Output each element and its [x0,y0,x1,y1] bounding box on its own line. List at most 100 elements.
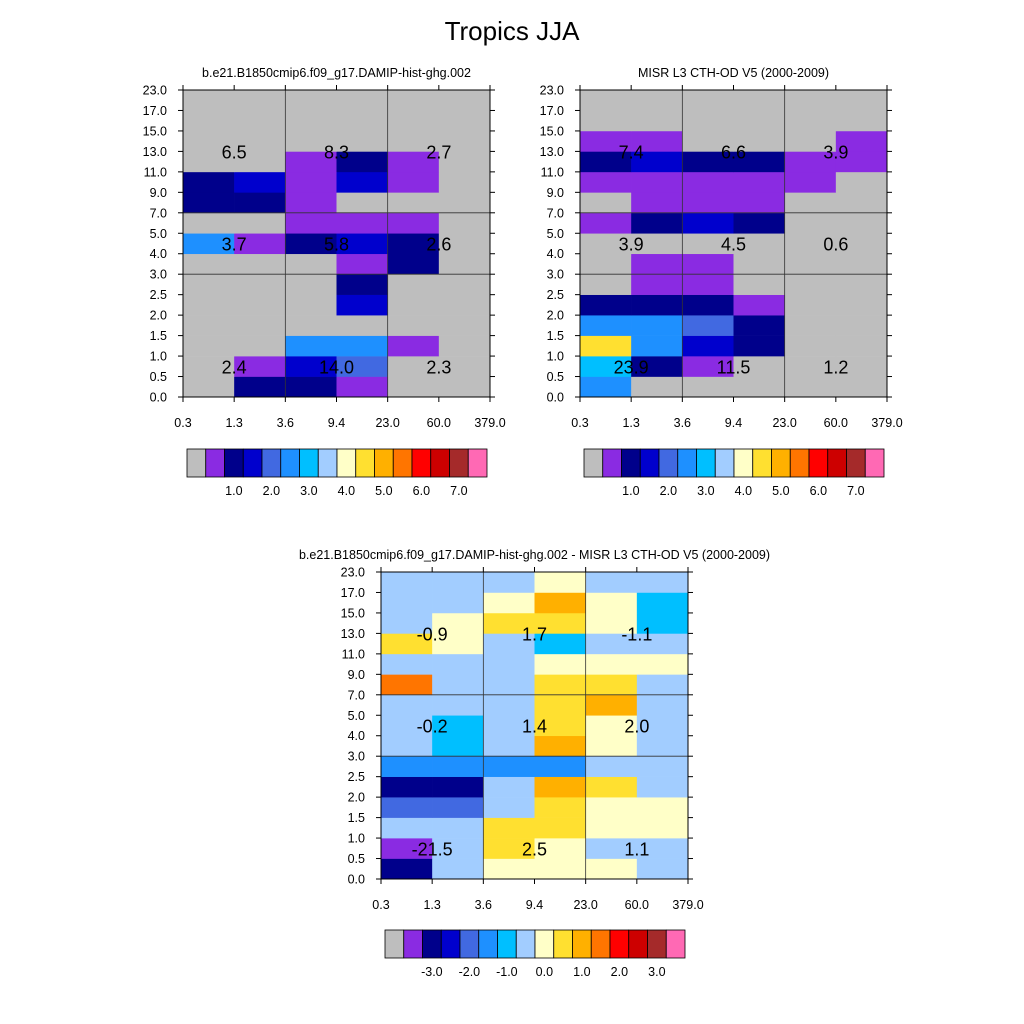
heatmap-cell [483,776,535,798]
heatmap-cell [636,653,689,675]
cell-annotation: 1.7 [522,624,547,644]
x-tick-label: 3.6 [475,898,492,912]
heatmap-cell [432,694,484,716]
heatmap-cell [835,274,888,295]
heatmap-cell [835,212,888,234]
colorbar-label: 3.0 [300,484,317,498]
y-tick-label: 4.0 [348,729,365,743]
heatmap-cell [483,694,535,716]
heatmap-cell [387,151,440,173]
heatmap-cell [585,715,638,737]
colorbar-label: -1.0 [496,965,518,979]
y-tick-label: 1.0 [150,350,167,364]
cell-annotation: 1.1 [624,839,649,859]
heatmap-cell [733,192,785,214]
x-tick-label: 0.3 [372,898,389,912]
cell-annotation: 23.9 [614,357,649,377]
x-tick-label: 9.4 [725,416,742,430]
colorbar-swatch [572,929,592,959]
panel-title: b.e21.B1850cmip6.f09_g17.DAMIP-hist-ghg.… [299,548,770,562]
colorbar: 1.0 2.0 3.0 4.0 5.0 6.0 7.0 [186,448,488,498]
heatmap-cell [682,110,734,132]
heatmap-cell [580,253,632,275]
heatmap-cell [631,233,683,255]
heatmap-cell [432,572,484,593]
heatmap-cell [636,572,689,593]
x-tick-label: 1.3 [622,416,639,430]
y-tick-label: 1.0 [547,350,564,364]
heatmap-cell [784,90,837,111]
heatmap-cell [733,130,785,152]
colorbar-swatch [628,929,648,959]
heatmap-cell [438,192,491,214]
y-tick-label: 17.0 [540,104,564,118]
colorbar-label: 3.0 [648,965,665,979]
heatmap-cell [580,315,632,336]
heatmap-cell [631,376,683,398]
heatmap-cell [234,110,286,132]
colorbar-swatch [602,448,622,478]
heatmap-cell [580,110,632,132]
colorbar-swatch [261,448,282,478]
heatmap-cell [784,376,837,398]
heatmap-cell [336,315,388,336]
colorbar-swatch [186,448,207,478]
heatmap-cell [733,376,785,398]
heatmap-cell [432,735,484,757]
heatmap-cell [682,356,734,377]
heatmap-cell [534,694,586,716]
heatmap-cell [631,274,683,295]
heatmap-cell [631,294,683,316]
heatmap-cell [336,294,388,316]
heatmap-cell [285,151,337,173]
heatmap-cell [387,274,440,295]
colorbar-swatch [590,929,611,959]
colorbar: -3.0 -2.0 -1.0 0.0 1.0 2.0 3.0 [384,929,686,979]
heatmap-cell [432,612,484,634]
heatmap-cell [631,130,683,152]
heatmap-cell [784,233,837,255]
heatmap-cell [784,274,837,295]
heatmap-cell [285,90,337,111]
colorbar-swatch [846,448,866,478]
heatmap-cell [183,233,235,255]
colorbar-label: 6.0 [413,484,430,498]
heatmap-cell [336,151,388,173]
y-tick-label: 4.0 [547,247,564,261]
colorbar-swatch [280,448,300,478]
colorbar-swatch [515,929,536,959]
heatmap-cell [438,274,491,295]
x-tick-label: 23.0 [772,416,796,430]
heatmap-cell [585,797,638,818]
cell-annotation: 3.7 [222,235,247,255]
heatmap-cell [432,776,484,798]
heatmap-cell [682,315,734,336]
colorbar-swatch [242,448,263,478]
y-tick-label: 7.0 [348,688,365,702]
heatmap-cell [733,90,785,111]
y-tick-label: 3.0 [348,750,365,764]
heatmap-cell [636,592,689,614]
cell-annotation: 2.5 [522,839,547,859]
heatmap-cell [636,858,689,880]
heatmap-cell [387,90,440,111]
heatmap-cell [387,233,440,255]
cell-annotation: 3.9 [619,235,644,255]
heatmap-cell [733,335,785,357]
cell-annotation: -0.9 [417,624,448,644]
heatmap-cell [585,817,638,839]
colorbar-swatch [467,448,488,478]
heatmap-cell [183,315,235,336]
cell-annotation: 3.9 [823,142,848,162]
heatmap-cell [438,376,491,398]
y-tick-label: 0.5 [547,370,564,384]
y-tick-label: 1.0 [348,832,365,846]
colorbar-swatch [299,448,319,478]
heatmap-cell [534,674,586,696]
heatmap-cell [381,715,433,737]
heatmap-cell [285,376,337,398]
heatmap-cell [438,253,491,275]
heatmap-cell [381,572,433,593]
y-tick-label: 2.0 [150,309,167,323]
heatmap-cell [733,110,785,132]
